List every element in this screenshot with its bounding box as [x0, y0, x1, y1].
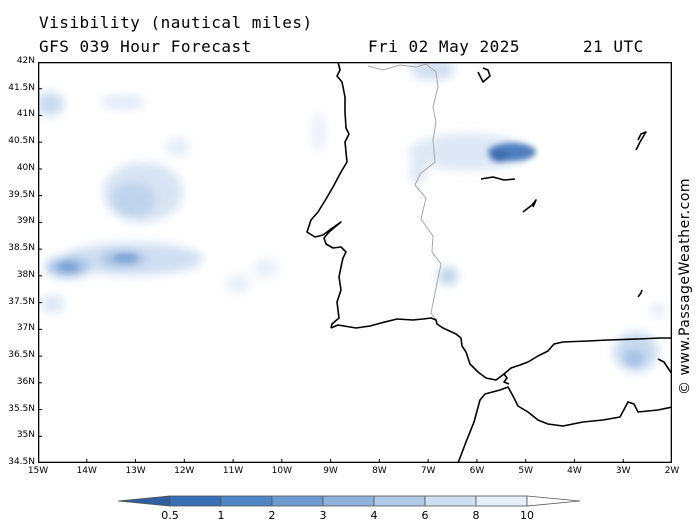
- legend-label: 3: [319, 509, 327, 522]
- latitude-label: 37N: [16, 323, 35, 334]
- africa-coast: [457, 386, 672, 463]
- latitude-label: 41.5N: [8, 82, 35, 93]
- latitude-label: 39N: [16, 216, 35, 227]
- east-coast-4: [657, 358, 672, 375]
- dense-fog-cores: [58, 143, 644, 366]
- longitude-label: 3W: [615, 466, 631, 476]
- fog-patch: [650, 303, 666, 317]
- legend-under-arrow: [117, 495, 171, 507]
- mallorca: [480, 176, 516, 181]
- legend-label: 4: [370, 509, 378, 522]
- longitude-label: 4W: [567, 466, 582, 476]
- forecast-time: 21 UTC: [583, 37, 644, 56]
- country-borders: [367, 63, 442, 321]
- legend-colorbar: [117, 495, 581, 507]
- legend-label: 0.5: [161, 509, 179, 522]
- color-legend: 0.5 1 2 3 4 6 8 10: [117, 492, 582, 524]
- fog-patch: [411, 62, 455, 80]
- longitude-label: 13W: [125, 466, 146, 476]
- legend-swatch: [424, 495, 477, 507]
- forecast-subtitle: GFS 039 Hour Forecast: [39, 37, 252, 56]
- east-coast-3: [637, 289, 643, 298]
- longitude-label: 15W: [27, 466, 49, 476]
- longitude-label: 6W: [469, 466, 485, 476]
- fog-patch: [38, 92, 64, 116]
- cape-tip: [503, 373, 510, 385]
- longitude-label: 14W: [76, 466, 97, 476]
- latitude-label: 36.5N: [8, 350, 35, 361]
- latitude-label: 41N: [16, 109, 35, 120]
- legend-label: 10: [520, 509, 534, 522]
- map-title: Visibility (nautical miles): [39, 13, 313, 32]
- latitude-label: 40.5N: [8, 136, 35, 147]
- longitude-label: 9W: [323, 466, 338, 476]
- longitude-label: 11W: [222, 466, 244, 476]
- longitude-label: 2W: [664, 466, 680, 476]
- longitude-label: 5W: [518, 466, 533, 476]
- fog-patch: [438, 267, 458, 285]
- coastlines: [306, 62, 672, 463]
- latitude-label: 36N: [16, 376, 35, 387]
- legend-swatch: [220, 495, 273, 507]
- legend-swatch: [373, 495, 426, 507]
- fog-patch: [254, 259, 278, 277]
- iberia-west-coast: [306, 62, 350, 329]
- legend-swatch: [169, 495, 222, 507]
- fog-patch: [41, 295, 65, 313]
- map-canvas: [38, 62, 672, 463]
- axis-ticks: [38, 62, 672, 463]
- longitude-label: 7W: [420, 466, 436, 476]
- fog-patch: [410, 160, 426, 184]
- fog-core: [624, 350, 644, 366]
- latitude-label: 38.5N: [8, 243, 35, 254]
- fog-patch: [226, 275, 250, 293]
- legend-over-arrow: [526, 495, 581, 507]
- latitude-label: 37.5N: [8, 296, 35, 307]
- latitude-label: 38N: [16, 269, 35, 280]
- latitude-label: 42N: [16, 56, 35, 66]
- latitude-label: 35N: [16, 430, 35, 441]
- fog-patch: [111, 182, 155, 218]
- ibiza: [522, 199, 537, 213]
- legend-swatch: [475, 495, 528, 507]
- legend-swatch: [322, 495, 375, 507]
- forecast-date: Fri 02 May 2025: [368, 37, 520, 56]
- longitude-label: 10W: [271, 466, 293, 476]
- fog-core: [114, 254, 138, 262]
- legend-label: 6: [421, 509, 429, 522]
- fog-patch: [166, 138, 190, 156]
- legend-label: 2: [268, 509, 276, 522]
- latitude-label: 39.5N: [8, 189, 35, 200]
- fog-patch: [312, 112, 324, 152]
- visibility-map: [38, 62, 672, 463]
- legend-label: 1: [217, 509, 225, 522]
- longitude-label: 8W: [372, 466, 387, 476]
- east-coast-2: [635, 131, 647, 151]
- credit-text: © www.PassageWeather.com: [677, 177, 693, 395]
- latitude-label: 34.5N: [8, 457, 35, 467]
- portugal-spain-border: [367, 63, 442, 321]
- fog-core: [490, 150, 510, 162]
- longitude-label: 12W: [174, 466, 195, 476]
- latitude-label: 40N: [16, 162, 35, 173]
- east-coast-1: [477, 67, 491, 83]
- latitude-label: 35.5N: [8, 403, 35, 414]
- map-frame: [38, 62, 672, 463]
- legend-label: 8: [472, 509, 480, 522]
- fog-core: [58, 262, 78, 272]
- iberia-south-coast: [330, 317, 672, 381]
- fog-patch: [101, 95, 145, 109]
- legend-swatch: [271, 495, 324, 507]
